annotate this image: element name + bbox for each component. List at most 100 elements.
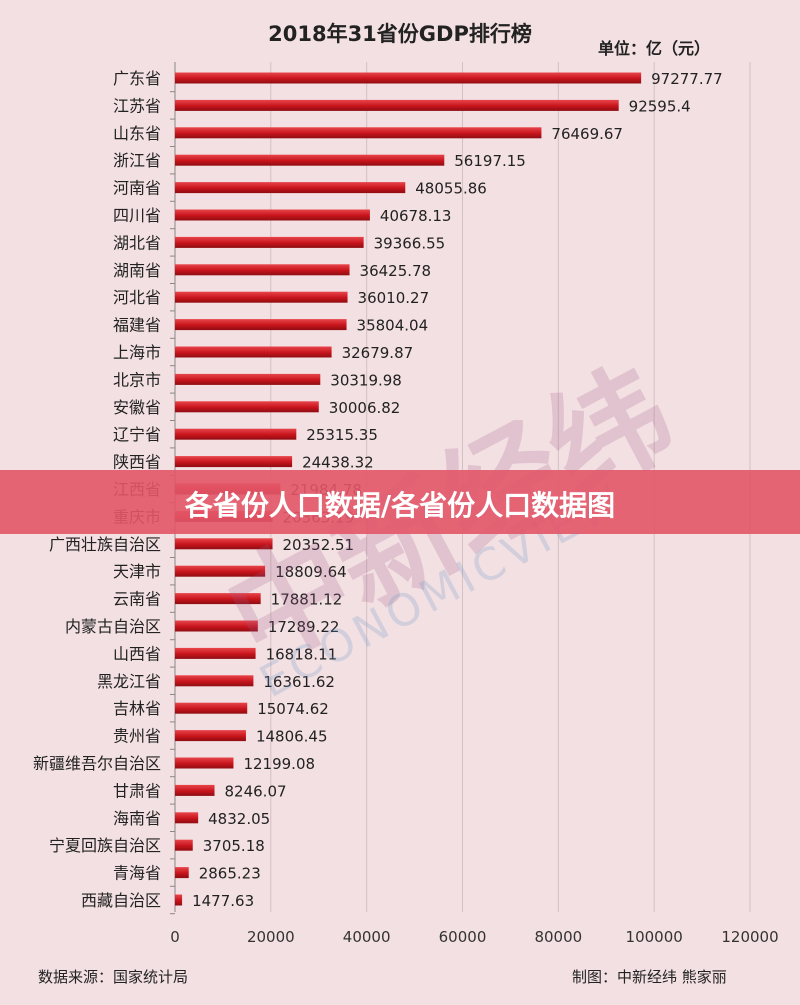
value-label: 24438.32 [302,454,374,472]
category-label: 北京市 [113,370,161,389]
overlay-title: 各省份人口数据/各省份人口数据图 [184,489,616,522]
value-label: 17881.12 [271,591,343,609]
bar [175,620,258,632]
x-tick-label: 100000 [626,928,683,946]
value-label: 97277.77 [651,70,723,88]
value-label: 25315.35 [306,426,378,444]
category-label: 广西壮族自治区 [49,535,161,554]
value-label: 32679.87 [342,344,414,362]
value-label: 4832.05 [208,810,270,828]
category-label: 青海省 [113,864,161,883]
category-label: 内蒙古自治区 [65,617,161,636]
category-label: 天津市 [113,562,161,581]
category-label: 安徽省 [113,398,161,417]
bar [175,456,293,468]
value-label: 17289.22 [268,618,340,636]
bar [175,319,347,331]
category-label: 上海市 [113,343,161,362]
bar [175,894,183,906]
bar [175,784,215,796]
value-label: 56197.15 [454,152,526,170]
bar [175,99,619,111]
bar [175,593,261,605]
category-label: 河北省 [113,288,161,307]
x-tick-label: 60000 [439,928,487,946]
bar [175,647,256,659]
value-label: 20352.51 [283,536,355,554]
value-label: 36010.27 [358,289,430,307]
bar [175,812,199,824]
value-label: 92595.4 [629,97,691,115]
x-tick-label: 0 [170,928,180,946]
bar [175,154,445,166]
category-label: 黑龙江省 [97,672,161,691]
bar [175,264,350,276]
value-label: 15074.62 [257,700,329,718]
category-label: 新疆维吾尔自治区 [33,754,161,773]
value-label: 76469.67 [551,125,623,143]
value-label: 16361.62 [263,673,335,691]
category-label: 吉林省 [113,699,161,718]
value-label: 3705.18 [203,837,265,855]
bar [175,127,542,139]
value-label: 35804.04 [357,317,429,335]
bar [175,291,348,303]
credit-note: 制图：中新经纬 熊家丽 [572,968,727,986]
value-label: 1477.63 [192,892,254,910]
x-tick-label: 120000 [721,928,778,946]
chart-title: 2018年31省份GDP排行榜 [268,22,532,46]
bar [175,702,248,714]
bar [175,209,370,221]
category-label: 辽宁省 [113,425,161,444]
category-label: 湖北省 [113,233,161,252]
value-label: 12199.08 [243,755,315,773]
source-note: 数据来源：国家统计局 [38,968,189,986]
bar [175,675,254,687]
category-label: 浙江省 [113,151,161,170]
category-label: 宁夏回族自治区 [49,836,161,855]
value-label: 16818.11 [266,645,338,663]
x-tick-label: 40000 [343,928,391,946]
bar [175,757,234,769]
category-label: 西藏自治区 [81,891,161,910]
category-label: 陕西省 [113,453,161,472]
bar [175,538,273,550]
bar [175,182,406,194]
category-label: 贵州省 [113,727,161,746]
value-label: 30006.82 [329,399,401,417]
category-label: 甘肃省 [113,781,161,800]
value-label: 18809.64 [275,563,347,581]
bar [175,565,266,577]
category-label: 四川省 [113,206,161,225]
category-label: 福建省 [113,316,161,335]
category-label: 海南省 [113,809,161,828]
bar [175,346,332,358]
value-label: 8246.07 [225,782,287,800]
bar [175,373,321,385]
overlay-banner: 各省份人口数据/各省份人口数据图 [0,470,800,534]
bar [175,428,297,440]
bar [175,867,189,879]
category-label: 江苏省 [113,96,161,115]
category-label: 广东省 [113,69,161,88]
unit-label: 单位：亿（元） [598,39,711,58]
value-label: 39366.55 [374,234,446,252]
category-label: 河南省 [113,179,161,198]
value-label: 30319.98 [330,371,402,389]
value-label: 36425.78 [360,262,432,280]
bar [175,72,642,84]
value-label: 48055.86 [415,180,487,198]
category-label: 云南省 [113,590,161,609]
category-label: 山东省 [113,124,161,143]
category-label: 山西省 [113,644,161,663]
x-tick-label: 20000 [247,928,295,946]
value-label: 2865.23 [199,865,261,883]
value-label: 14806.45 [256,728,328,746]
bar [175,236,364,248]
category-label: 湖南省 [113,261,161,280]
bar [175,730,246,742]
bar [175,401,319,413]
x-tick-label: 80000 [534,928,582,946]
bar [175,839,193,851]
